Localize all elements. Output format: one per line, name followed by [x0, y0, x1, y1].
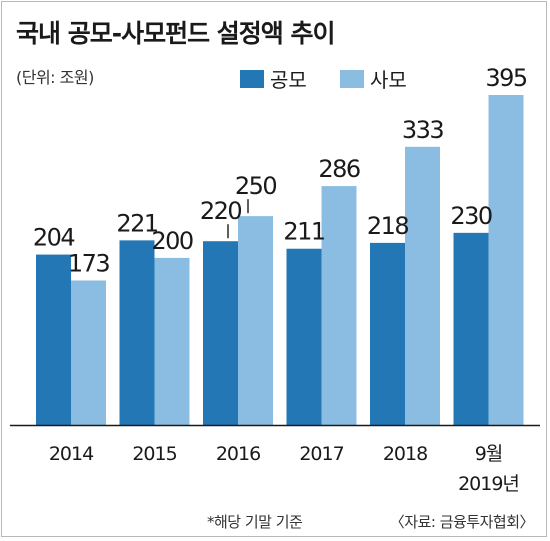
legend-item-public: 공모: [240, 64, 307, 93]
source-label: 〈자료: 금융투자협회〉: [389, 513, 535, 531]
value-label-public-5: 230: [450, 202, 492, 230]
x-tick-label-1: 2015: [132, 443, 176, 465]
bar-public-1: [119, 240, 155, 425]
legend-label-public: 공모: [270, 68, 307, 92]
footnote: *해당 기말 기준: [207, 513, 303, 531]
bar-public-2: [203, 241, 238, 425]
bar-private-3: [321, 186, 357, 425]
x-tick-label-3: 2017: [299, 443, 343, 465]
chart-title: 국내 공모-사모펀드 설정액 추이: [16, 19, 335, 48]
value-label-private-2: 250: [235, 172, 277, 200]
unit-label: (단위: 조원): [16, 68, 94, 87]
bar-private-1: [154, 257, 190, 425]
bar-private-2: [238, 216, 273, 425]
x-tick-label-0: 2014: [49, 443, 94, 465]
bar-public-4: [370, 242, 405, 425]
value-label-public-0: 204: [33, 224, 75, 252]
value-label-private-3: 286: [318, 155, 360, 183]
legend-swatch-public: [240, 69, 264, 88]
value-label-private-0: 173: [68, 249, 110, 277]
x-tick-label-5-line-1: 2019년: [458, 473, 519, 495]
bar-private-5: [488, 95, 524, 425]
bar-public-0: [36, 254, 71, 425]
legend-label-private: 사모: [370, 68, 407, 92]
legend-swatch-private: [340, 69, 364, 88]
bar-private-0: [71, 280, 106, 425]
value-label-public-4: 218: [367, 212, 409, 240]
value-label-public-1: 221: [116, 209, 158, 237]
x-tick-label-4: 2018: [383, 443, 427, 465]
value-label-public-2: 220: [200, 197, 242, 225]
x-tick-label-2: 2016: [216, 443, 260, 465]
value-label-private-4: 333: [402, 116, 444, 144]
value-label-private-5: 395: [485, 64, 527, 92]
legend-item-private: 사모: [340, 64, 407, 93]
x-tick-label-5-line-0: 9월: [475, 443, 503, 465]
bar-public-3: [286, 248, 322, 425]
bar-private-4: [405, 146, 440, 425]
value-label-private-1: 200: [151, 227, 193, 255]
bar-public-5: [453, 232, 489, 425]
value-label-public-3: 211: [283, 218, 325, 246]
